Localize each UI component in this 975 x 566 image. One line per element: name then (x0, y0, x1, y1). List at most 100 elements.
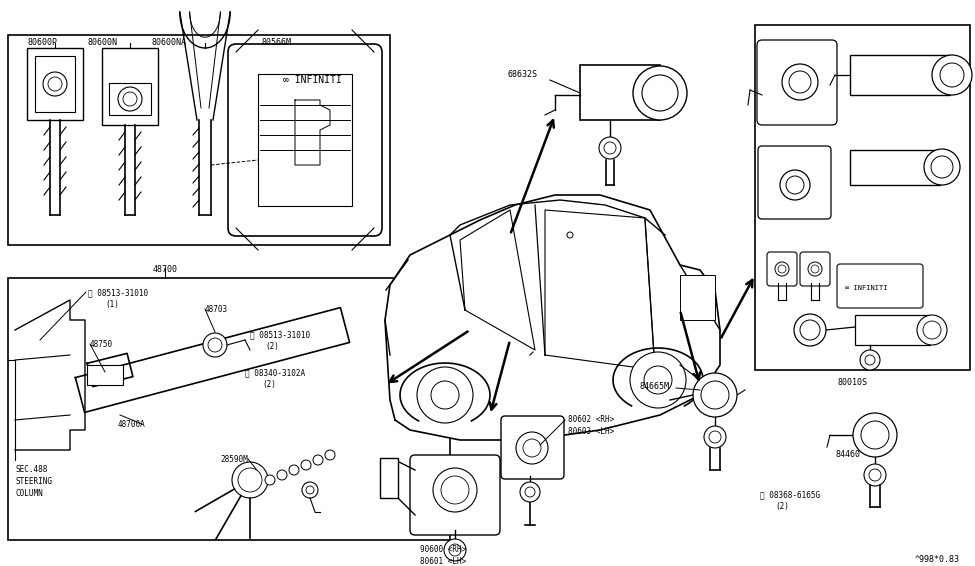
Circle shape (277, 470, 287, 480)
Text: 80566M: 80566M (262, 38, 292, 47)
Circle shape (931, 156, 953, 178)
Circle shape (523, 439, 541, 457)
Bar (850, 150, 940, 185)
Text: 80603 <LH>: 80603 <LH> (568, 427, 614, 436)
Text: 80600NA: 80600NA (152, 38, 187, 47)
Bar (109, 83, 151, 115)
Circle shape (516, 432, 548, 464)
Circle shape (633, 66, 687, 120)
Text: 80601 <LH>: 80601 <LH> (420, 557, 466, 566)
Text: (2): (2) (265, 342, 279, 351)
Circle shape (306, 486, 314, 494)
Text: STEERING: STEERING (15, 477, 52, 486)
Circle shape (917, 315, 947, 345)
Text: 80600P: 80600P (28, 38, 58, 47)
Circle shape (853, 413, 897, 457)
Circle shape (433, 468, 477, 512)
Bar (8, 278, 450, 540)
Circle shape (865, 355, 875, 365)
Circle shape (232, 462, 268, 498)
Circle shape (441, 476, 469, 504)
Circle shape (520, 482, 540, 502)
Text: (2): (2) (262, 380, 276, 389)
Text: 28590M: 28590M (220, 455, 248, 464)
Polygon shape (75, 307, 350, 413)
Text: 48703: 48703 (205, 305, 228, 314)
Bar (855, 315, 930, 345)
Text: (2): (2) (775, 502, 789, 511)
FancyBboxPatch shape (800, 252, 830, 286)
Text: 80010S: 80010S (838, 378, 868, 387)
Text: Ⓢ 08513-31010: Ⓢ 08513-31010 (88, 288, 148, 297)
Circle shape (775, 262, 789, 276)
Text: Ⓢ 08340-3102A: Ⓢ 08340-3102A (245, 368, 305, 377)
Circle shape (861, 421, 889, 449)
Text: SEC.488: SEC.488 (15, 465, 48, 474)
FancyBboxPatch shape (501, 416, 564, 479)
Circle shape (860, 350, 880, 370)
Circle shape (709, 431, 721, 443)
Circle shape (800, 320, 820, 340)
Circle shape (778, 265, 786, 273)
Circle shape (525, 487, 535, 497)
Circle shape (782, 64, 818, 100)
Circle shape (43, 72, 67, 96)
Bar (680, 275, 715, 320)
Circle shape (642, 75, 678, 111)
Bar (35, 56, 75, 112)
Circle shape (924, 149, 960, 185)
Circle shape (302, 482, 318, 498)
Circle shape (599, 137, 621, 159)
Circle shape (794, 314, 826, 346)
Circle shape (786, 176, 804, 194)
Bar (258, 74, 352, 206)
Circle shape (313, 455, 323, 465)
Bar (102, 48, 158, 125)
Circle shape (417, 367, 473, 423)
Circle shape (48, 77, 62, 91)
FancyBboxPatch shape (758, 146, 831, 219)
Circle shape (123, 92, 137, 106)
Polygon shape (87, 353, 133, 387)
Circle shape (693, 373, 737, 417)
Text: 80602 <RH>: 80602 <RH> (568, 415, 614, 424)
Text: 90600 <RH>: 90600 <RH> (420, 545, 466, 554)
Circle shape (630, 352, 686, 408)
Circle shape (289, 465, 299, 475)
Text: (1): (1) (105, 300, 119, 309)
Circle shape (449, 544, 461, 556)
Circle shape (444, 539, 466, 561)
Circle shape (265, 475, 275, 485)
Text: 80600N: 80600N (88, 38, 118, 47)
Text: 48750: 48750 (90, 340, 113, 349)
Text: 48700A: 48700A (118, 420, 145, 429)
Bar (380, 458, 398, 498)
Text: ^998*0.83: ^998*0.83 (915, 555, 960, 564)
Text: COLUMN: COLUMN (15, 489, 43, 498)
Circle shape (203, 333, 227, 357)
FancyBboxPatch shape (837, 264, 923, 308)
Text: Ⓢ 08513-31010: Ⓢ 08513-31010 (250, 330, 310, 339)
FancyBboxPatch shape (410, 455, 500, 535)
Text: 84665M: 84665M (640, 382, 670, 391)
Circle shape (869, 469, 881, 481)
Text: Ⓢ 08368-6165G: Ⓢ 08368-6165G (760, 490, 820, 499)
Text: 84460: 84460 (835, 450, 860, 459)
Circle shape (780, 170, 810, 200)
Circle shape (940, 63, 964, 87)
FancyBboxPatch shape (228, 44, 382, 236)
Text: ∞ INFINITI: ∞ INFINITI (283, 75, 342, 85)
Circle shape (789, 71, 811, 93)
Circle shape (923, 321, 941, 339)
Circle shape (604, 142, 616, 154)
Polygon shape (15, 300, 85, 450)
Text: 48700: 48700 (152, 265, 177, 274)
FancyBboxPatch shape (757, 40, 837, 125)
Bar (580, 65, 660, 120)
Circle shape (325, 450, 335, 460)
Text: ∞ INFINITI: ∞ INFINITI (845, 285, 887, 291)
Polygon shape (385, 195, 720, 440)
Circle shape (431, 381, 459, 409)
Circle shape (301, 460, 311, 470)
Circle shape (208, 338, 222, 352)
